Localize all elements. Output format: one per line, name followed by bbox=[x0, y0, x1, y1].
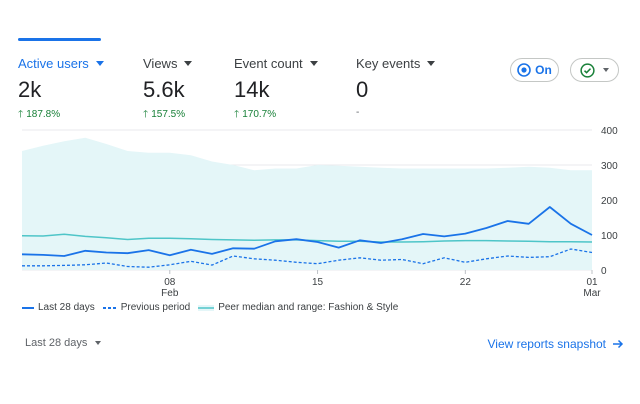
metric-change: 🡑 187.8% bbox=[18, 109, 61, 120]
metric-change: - bbox=[356, 107, 360, 118]
caret-down-icon bbox=[603, 68, 609, 72]
caret-down-icon bbox=[95, 341, 102, 345]
on-label: On bbox=[535, 63, 552, 77]
legend-last-28-days: Last 28 days bbox=[22, 302, 95, 313]
previous-period-line bbox=[22, 248, 593, 268]
x-tick-label: Feb bbox=[161, 288, 179, 299]
x-tick-label: 08 bbox=[164, 277, 176, 288]
legend-previous-period: Previous period bbox=[102, 302, 191, 313]
metric-views[interactable]: Views 5.6k 🡑 157.5% bbox=[143, 56, 193, 124]
y-tick-label: 200 bbox=[601, 196, 618, 207]
metric-label[interactable]: Active users bbox=[18, 56, 104, 71]
x-tick-label: 01 bbox=[586, 277, 598, 288]
y-tick-label: 300 bbox=[601, 161, 618, 172]
x-tick-label: 22 bbox=[460, 277, 472, 288]
metric-value: 0 bbox=[356, 77, 369, 102]
legend-peer-median: Peer median and range: Fashion & Style bbox=[198, 302, 398, 313]
x-tick-label: 15 bbox=[312, 277, 324, 288]
metric-key-events[interactable]: Key events 0 - bbox=[356, 56, 436, 118]
active-tab-indicator bbox=[18, 38, 101, 41]
badge-icon bbox=[517, 63, 531, 77]
arrow-right-icon bbox=[613, 339, 624, 349]
arrow-up-icon: 🡑 bbox=[18, 109, 24, 120]
metric-value: 2k bbox=[18, 77, 42, 102]
y-tick-label: 100 bbox=[601, 231, 618, 242]
metric-label[interactable]: Key events bbox=[356, 56, 436, 71]
caret-down-icon bbox=[95, 61, 104, 66]
date-range-dropdown[interactable]: Last 28 days bbox=[25, 337, 102, 349]
chart-legend: Last 28 days Previous period Peer median… bbox=[22, 302, 406, 313]
peer-range-band bbox=[22, 137, 592, 270]
view-reports-snapshot-link[interactable]: View reports snapshot bbox=[487, 337, 624, 351]
caret-down-icon bbox=[184, 61, 193, 66]
metric-label[interactable]: Views bbox=[143, 56, 193, 71]
arrow-up-icon: 🡑 bbox=[143, 109, 149, 120]
metric-label[interactable]: Event count bbox=[234, 56, 318, 71]
caret-down-icon bbox=[309, 61, 318, 66]
y-tick-label: 0 bbox=[601, 266, 607, 277]
metric-active-users[interactable]: Active users 2k 🡑 187.8% bbox=[18, 56, 104, 124]
metric-value: 14k bbox=[234, 77, 270, 102]
metric-event-count[interactable]: Event count 14k 🡑 170.7% bbox=[234, 56, 318, 124]
caret-down-icon bbox=[427, 61, 436, 66]
check-circle-icon bbox=[580, 62, 595, 78]
last-28-days-line bbox=[21, 206, 593, 257]
insights-toggle-button[interactable]: On bbox=[510, 58, 559, 82]
status-dropdown-button[interactable] bbox=[570, 58, 619, 82]
x-tick-label: Mar bbox=[583, 288, 601, 299]
metric-change: 🡑 157.5% bbox=[143, 109, 186, 120]
arrow-up-icon: 🡑 bbox=[234, 109, 240, 120]
metric-change: 🡑 170.7% bbox=[234, 109, 277, 120]
y-tick-label: 400 bbox=[601, 126, 618, 137]
metric-value: 5.6k bbox=[143, 77, 185, 102]
